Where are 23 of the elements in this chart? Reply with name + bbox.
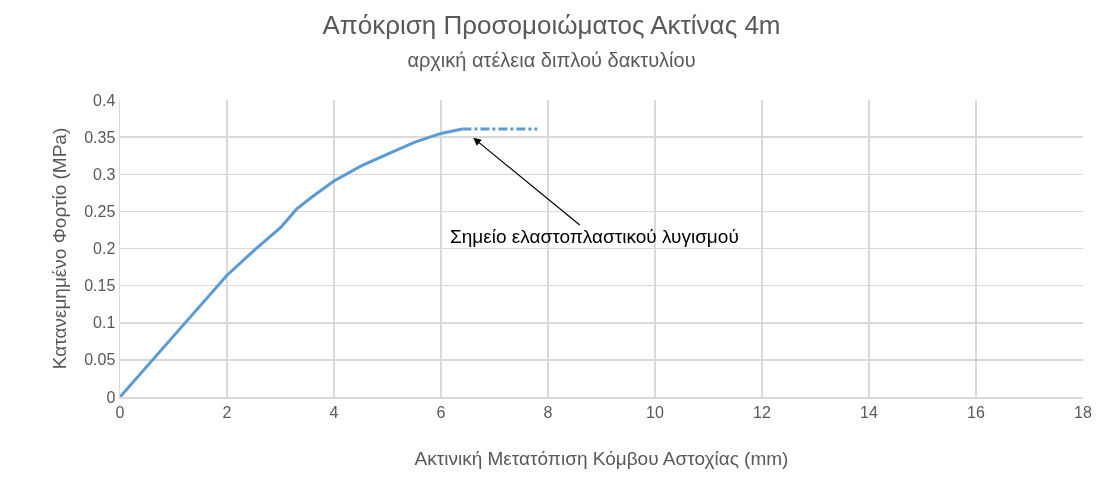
y-tick-label: 0.25	[84, 202, 116, 220]
x-tick-label: 4	[329, 403, 339, 421]
x-tick-label: 16	[967, 403, 985, 421]
y-tick-label: 0.35	[84, 128, 116, 146]
y-axis-title: Κατανεμημένο Φορτίο (MPa)	[49, 127, 71, 370]
x-tick-label: 14	[860, 403, 878, 421]
y-tick-label: 0	[106, 388, 116, 406]
y-tick-label: 0.3	[93, 165, 116, 183]
x-tick-label: 6	[436, 403, 446, 421]
y-tick-label: 0.05	[84, 351, 116, 369]
y-tick-label: 0.1	[93, 314, 116, 332]
x-tick-label: 18	[1074, 403, 1092, 421]
x-tick-label: 2	[222, 403, 232, 421]
x-tick-label: 10	[646, 403, 664, 421]
y-tick-label: 0.15	[84, 277, 116, 295]
y-tick-label: 0.2	[93, 240, 116, 258]
annotation: Σημείο ελαστοπλαστικού λυγισμού	[450, 226, 739, 247]
y-tick-label: 0.4	[93, 91, 116, 109]
chart-subtitle: αρχική ατέλεια διπλού δακτυλίου	[407, 49, 696, 72]
x-axis-title: Ακτινική Μετατόπιση Κόμβου Αστοχίας (mm)	[414, 447, 789, 469]
chart-title: Απόκριση Προσομοιώματος Ακτίνας 4m	[322, 9, 781, 40]
x-tick-label: 8	[543, 403, 553, 421]
x-tick-label: 12	[753, 403, 771, 421]
